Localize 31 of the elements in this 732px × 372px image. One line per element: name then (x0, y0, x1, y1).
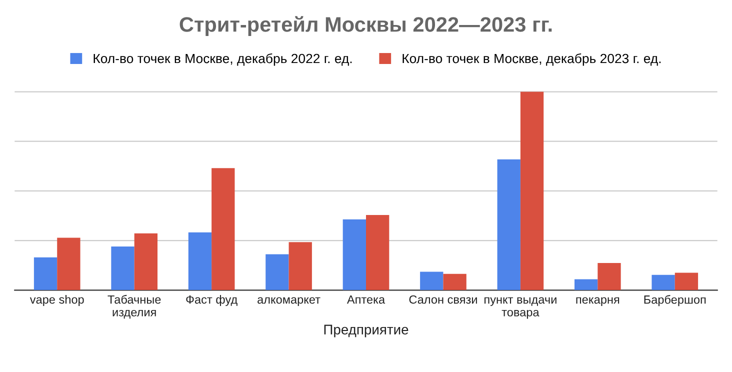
bar (443, 274, 466, 290)
bar (598, 262, 621, 290)
x-tick-label: алкомаркет (258, 297, 320, 306)
bar (212, 168, 235, 290)
bar (366, 214, 390, 290)
x-tick-label: пункт выдачи товара (484, 297, 556, 319)
bar (188, 232, 212, 290)
x-tick-label: пекарня (576, 297, 620, 306)
x-tick-label: Барбершоп (644, 295, 706, 306)
bar (266, 254, 289, 290)
legend-label: Кол-во точек в Москве, декабрь 2023 г. ед. (402, 53, 661, 66)
bar (652, 274, 675, 290)
x-tick-label: Салон связи (409, 295, 477, 304)
x-axis-title: Предприятие (324, 324, 408, 338)
bar (574, 279, 598, 290)
bar (420, 272, 444, 290)
x-tick-label: vape shop (30, 295, 84, 306)
bar (520, 92, 544, 290)
bar (134, 233, 158, 290)
x-tick-label: Аптека (346, 295, 386, 304)
bar (288, 242, 312, 290)
bar (342, 219, 366, 290)
bar (497, 159, 520, 290)
bar (57, 238, 80, 290)
bar (111, 246, 134, 290)
x-tick-label: Фаст фуд (186, 295, 238, 306)
x-tick-label: Табачные изделия (108, 294, 161, 319)
bar (34, 257, 58, 290)
bar (674, 272, 698, 290)
chart-title: Стрит-ретейл Москвы 2022—2023 гг. (180, 16, 552, 36)
legend-label: Кол-во точек в Москве, декабрь 2022 г. ед. (94, 53, 352, 66)
